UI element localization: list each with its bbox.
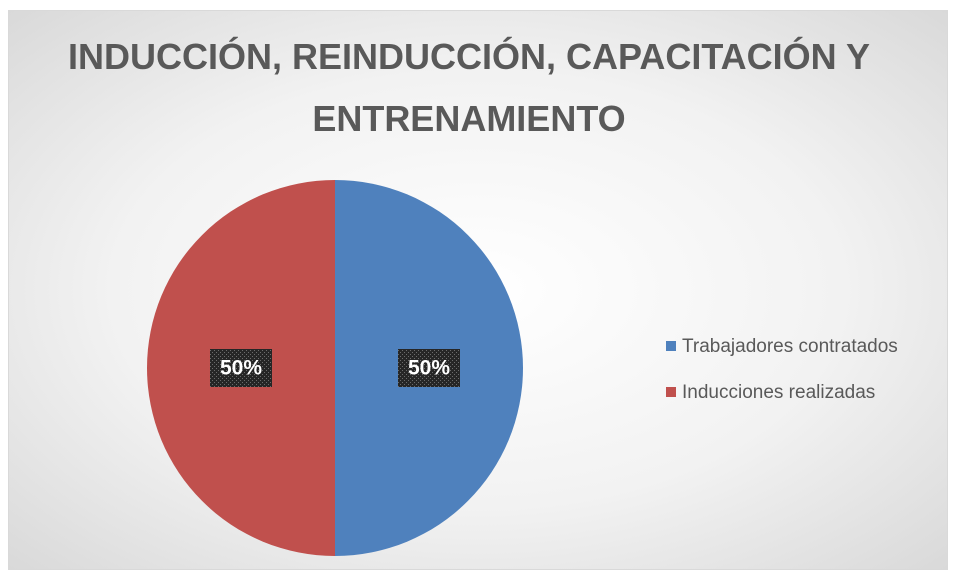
data-label-box [398,349,460,387]
chart-title: INDUCCIÓN, REINDUCCIÓN, CAPACITACIÓN Y E… [67,36,871,139]
legend-label: Trabajadores contratados [682,336,898,357]
legend-swatch [666,387,676,397]
data-label: 50% [408,357,450,380]
legend-label: Inducciones realizadas [682,382,875,403]
data-label: 50% [220,357,262,380]
data-label-box [210,349,272,387]
legend-swatch [666,341,676,351]
